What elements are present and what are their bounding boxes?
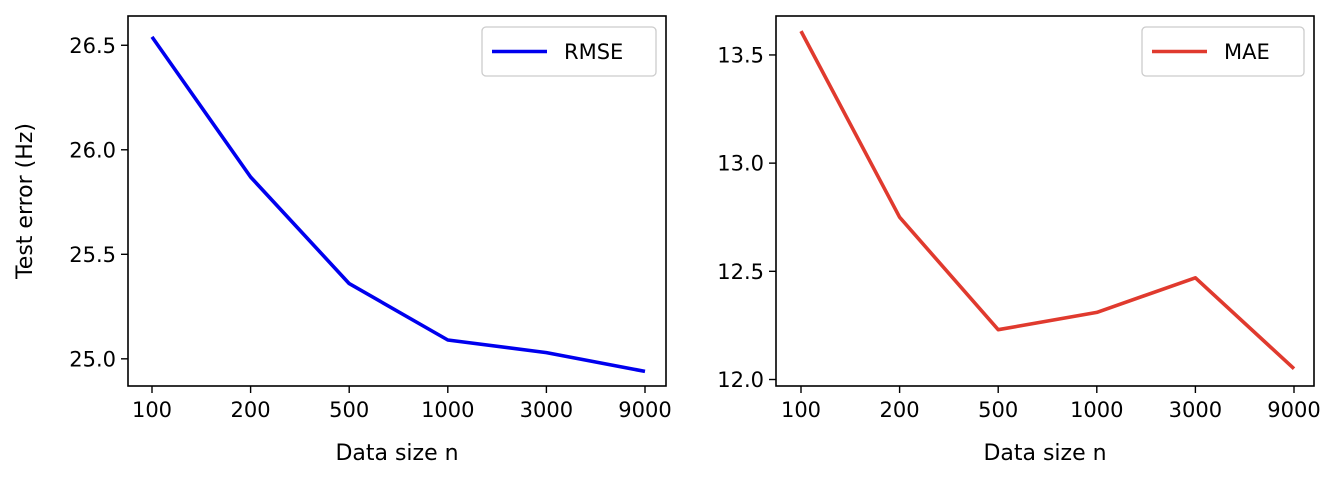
series-line-mae <box>799 30 1296 371</box>
y-tick-label: 26.5 <box>69 34 116 58</box>
y-axis-label: Test error (Hz) <box>13 123 38 280</box>
legend: RMSE <box>481 26 657 77</box>
x-tick-label: 9000 <box>618 398 671 422</box>
x-tick-label: 200 <box>231 398 271 422</box>
x-tick-label: 500 <box>978 398 1018 422</box>
x-axis-label: Data size n <box>335 441 458 466</box>
x-tick-label: 500 <box>329 398 369 422</box>
mae-panel: 100 200 500 1000 3000 9000 12.0 12.5 13.0 13.5 Dat… <box>717 15 1321 466</box>
y-tick-label: 13.0 <box>717 152 764 176</box>
y-tick-label: 12.5 <box>717 260 764 284</box>
legend-box <box>481 26 657 77</box>
legend: MAE <box>1141 26 1305 77</box>
legend-label: RMSE <box>564 40 623 64</box>
legend-label: MAE <box>1224 40 1270 64</box>
x-tick-label: 9000 <box>1267 398 1320 422</box>
rmse-panel: 100 200 500 1000 3000 9000 25.0 25.5 26.0 26.5 Dat… <box>13 15 672 466</box>
y-tick-label: 13.5 <box>717 43 764 67</box>
x-tick-label: 1000 <box>1070 398 1123 422</box>
x-axis-label: Data size n <box>983 441 1106 466</box>
y-tick-label: 25.0 <box>69 347 116 371</box>
x-tick-label: 200 <box>880 398 920 422</box>
plot-frame <box>127 15 667 387</box>
plot-frame <box>775 15 1315 387</box>
y-tick-label: 25.5 <box>69 243 116 267</box>
y-tick-label: 12.0 <box>717 368 764 392</box>
x-tick-label: 3000 <box>1169 398 1222 422</box>
x-tick-label: 1000 <box>421 398 474 422</box>
x-tick-label: 100 <box>132 398 172 422</box>
x-tick-label: 3000 <box>520 398 573 422</box>
x-tick-label: 100 <box>781 398 821 422</box>
y-tick-label: 26.0 <box>69 138 116 162</box>
series-line-rmse <box>150 35 646 374</box>
legend-box <box>1141 26 1305 77</box>
